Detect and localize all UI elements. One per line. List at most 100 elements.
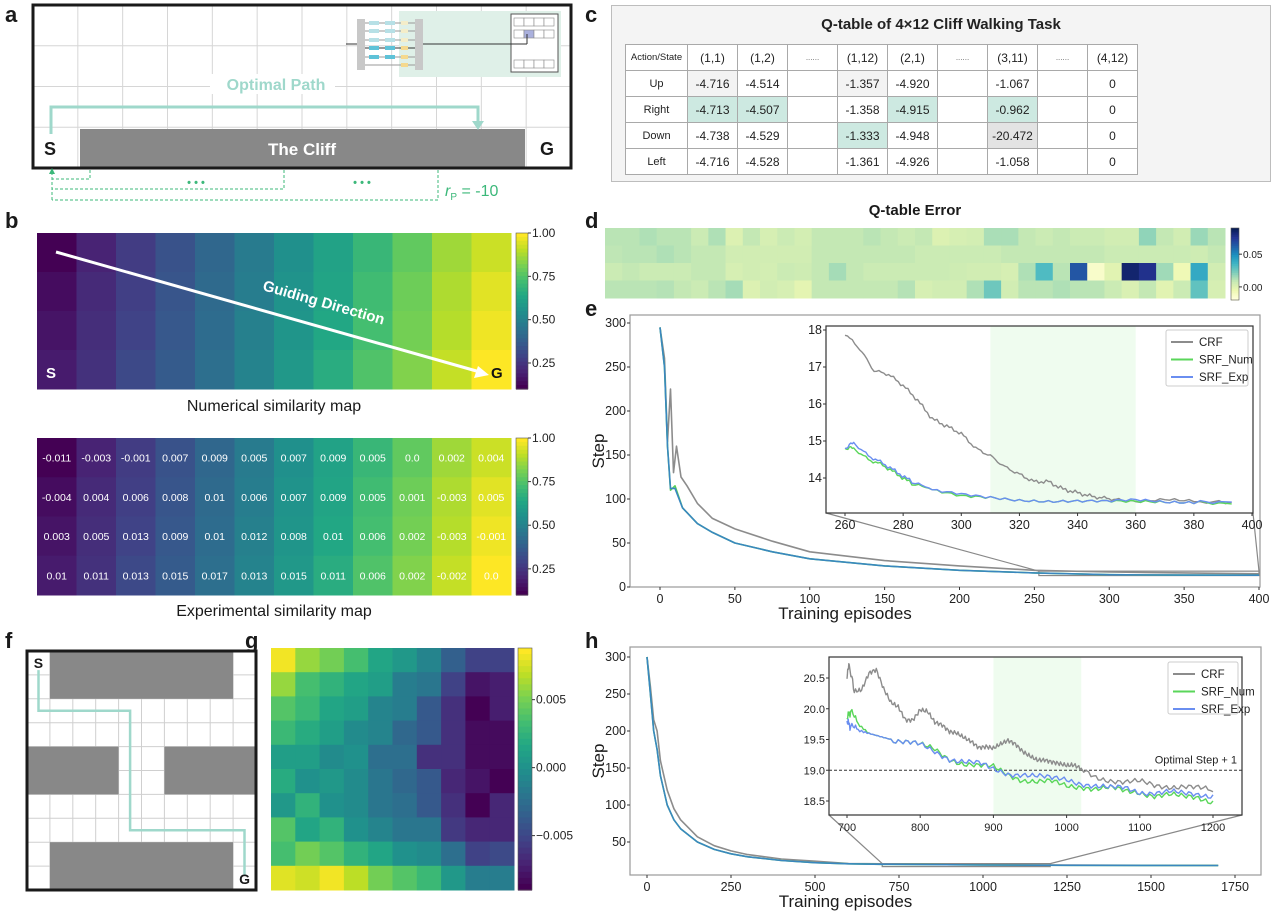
colorbar-segment bbox=[1231, 228, 1239, 231]
heatmap-cell bbox=[471, 438, 512, 478]
colorbar-segment bbox=[516, 441, 528, 447]
heatmap-cell bbox=[471, 516, 512, 557]
colorbar-segment bbox=[516, 322, 528, 328]
colorbar-segment bbox=[1231, 233, 1239, 236]
inset-y-tick-label: 18 bbox=[808, 323, 822, 337]
heatmap-cell bbox=[465, 648, 491, 673]
colorbar-segment bbox=[516, 500, 528, 506]
heatmap-cell bbox=[195, 233, 235, 273]
heatmap-cell bbox=[1138, 245, 1157, 264]
colorbar-segment bbox=[516, 571, 528, 576]
heatmap-cell bbox=[432, 311, 472, 351]
qtable: Action/State (1,1) (1,2)...... (1,12) (2,1).… bbox=[625, 44, 1138, 175]
heatmap-cell bbox=[777, 280, 795, 299]
colorbar-segment bbox=[1231, 251, 1239, 254]
heatmap-cell bbox=[441, 817, 466, 843]
colorbar-tick-label: 0.25 bbox=[532, 356, 556, 370]
y-tick-label: 50 bbox=[612, 536, 626, 550]
heatmap-cell bbox=[932, 245, 950, 264]
heatmap-cell bbox=[1035, 245, 1054, 264]
y-tick-label: 100 bbox=[605, 492, 626, 506]
series-line-crf bbox=[659, 327, 1260, 575]
colorbar-segment bbox=[516, 516, 528, 522]
heatmap-cell bbox=[828, 228, 847, 246]
heatmap-cell bbox=[465, 817, 491, 843]
heatmap-cell-label: 0.001 bbox=[399, 492, 425, 504]
heatmap-cell bbox=[471, 233, 512, 273]
heatmap-cell-label: -0.003 bbox=[81, 453, 111, 465]
heatmap-cell bbox=[274, 555, 314, 596]
y-tick-label: 200 bbox=[605, 724, 626, 738]
colorbar-segment bbox=[1231, 282, 1239, 285]
heatmap-cell bbox=[811, 245, 830, 264]
heatmap-cell bbox=[880, 263, 899, 281]
heatmap-cell bbox=[1190, 280, 1209, 299]
heatmap-cell bbox=[441, 648, 466, 673]
heatmap-cell bbox=[353, 311, 393, 351]
heatmap-cell bbox=[295, 672, 321, 697]
y-axis-label: Step bbox=[589, 434, 608, 469]
heatmap-cell bbox=[1018, 280, 1037, 299]
colorbar-segment bbox=[518, 769, 532, 776]
inset-x-tick-label: 1100 bbox=[1128, 822, 1152, 834]
heatmap-cell bbox=[622, 263, 640, 281]
heatmap-cell bbox=[76, 272, 117, 312]
cliff-label: The Cliff bbox=[268, 140, 336, 159]
heatmap-cell bbox=[1173, 263, 1192, 281]
inset-x-tick-label: 300 bbox=[951, 518, 972, 532]
heatmap-cell bbox=[116, 438, 156, 478]
maze-goal-label: G bbox=[239, 871, 250, 887]
colorbar-segment bbox=[516, 346, 528, 351]
heatmap-cell-label: 0.006 bbox=[123, 492, 149, 504]
colorbar-frame bbox=[1230, 227, 1240, 301]
panel-letter-e: e bbox=[585, 296, 598, 321]
heatmap-cell bbox=[605, 280, 623, 299]
heatmap-cell bbox=[1087, 280, 1105, 299]
legend-label: SRF_Num bbox=[1201, 687, 1255, 699]
heatmap-cell bbox=[811, 280, 830, 299]
x-tick-label: 1750 bbox=[1221, 880, 1249, 894]
heatmap-cell bbox=[343, 793, 369, 818]
heatmap-cell bbox=[392, 516, 433, 557]
guiding-direction-arrow bbox=[55, 250, 481, 374]
heatmap-cell bbox=[271, 648, 296, 673]
colorbar-segment bbox=[518, 750, 532, 758]
colorbar-segment bbox=[518, 799, 532, 806]
heatmap-cell bbox=[1052, 263, 1071, 281]
heatmap-cell-label: 0.002 bbox=[399, 531, 425, 543]
colorbar-segment bbox=[518, 672, 532, 679]
heatmap-cell-label: -0.011 bbox=[42, 453, 71, 465]
panel-letter-g: g bbox=[245, 628, 259, 653]
qtable-cell: -4.738 bbox=[687, 122, 738, 149]
heatmap-cell bbox=[1018, 228, 1037, 246]
heatmap-cell bbox=[949, 263, 968, 281]
heatmap-cell bbox=[295, 769, 321, 794]
heatmap-cell bbox=[319, 744, 345, 770]
heatmap-cell bbox=[966, 280, 985, 299]
heatmap-cell bbox=[441, 793, 466, 818]
colorbar-segment bbox=[1231, 273, 1239, 276]
colorbar-segment bbox=[518, 811, 532, 818]
x-tick-label: 750 bbox=[889, 880, 910, 894]
heatmap-cell bbox=[432, 438, 472, 478]
colorbar-segment bbox=[516, 591, 528, 596]
heatmap-cell bbox=[471, 272, 512, 312]
x-tick-label: 250 bbox=[1024, 592, 1045, 606]
colorbar-segment bbox=[516, 563, 528, 569]
heatmap-cell bbox=[983, 228, 1002, 246]
optimal-path-label-bg bbox=[210, 74, 335, 94]
heatmap-cell bbox=[1052, 228, 1071, 246]
heatmap-cell bbox=[897, 245, 916, 264]
colorbar-segment bbox=[1231, 291, 1239, 294]
colorbar-segment bbox=[516, 508, 528, 514]
heatmap-cell bbox=[742, 245, 761, 264]
colorbar-segment bbox=[516, 244, 528, 250]
heatmap-cell bbox=[1156, 228, 1174, 246]
heatmap-cell bbox=[392, 720, 418, 746]
heatmap-cell bbox=[195, 555, 235, 596]
maze-optimal-path bbox=[37, 670, 246, 875]
inset-shaded-region bbox=[990, 326, 1136, 513]
heatmap-cell bbox=[155, 233, 196, 273]
colorbar-segment bbox=[516, 489, 528, 494]
